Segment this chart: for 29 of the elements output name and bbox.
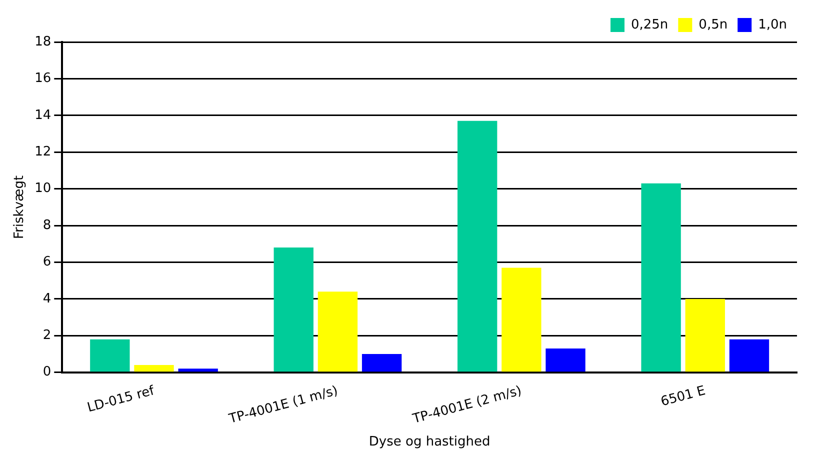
bar <box>457 120 498 372</box>
bar <box>134 365 174 372</box>
bar <box>362 354 402 372</box>
y-tick-label: 0 <box>42 364 52 380</box>
bar <box>546 348 586 372</box>
x-tick-label: LD-015 ref <box>86 383 156 416</box>
legend-label: 0,5n <box>698 17 728 32</box>
legend-label: 0,25n <box>630 17 668 32</box>
bar <box>318 292 358 372</box>
bar <box>178 368 218 372</box>
bar <box>274 248 314 372</box>
bar <box>502 268 542 372</box>
y-tick-label: 4 <box>42 291 52 306</box>
bar <box>90 339 130 372</box>
y-axis-title: Friskvægt <box>12 175 28 239</box>
bar <box>729 339 770 372</box>
x-axis-title: Dyse og hastighed <box>368 434 490 450</box>
y-tick-label: 14 <box>34 108 52 123</box>
y-tick-label: 2 <box>42 328 52 344</box>
y-tick-label: 12 <box>34 144 52 160</box>
y-tick-label: 10 <box>34 181 52 196</box>
y-tick-label: 6 <box>42 254 52 270</box>
x-tick-label: 6501 E <box>659 384 708 410</box>
bar <box>641 183 681 372</box>
y-tick-label: 8 <box>42 218 52 233</box>
y-tick-label: 18 <box>34 34 52 50</box>
bar <box>685 298 725 372</box>
y-tick-label: 16 <box>34 71 52 86</box>
legend-label: 1,0n <box>758 17 788 32</box>
